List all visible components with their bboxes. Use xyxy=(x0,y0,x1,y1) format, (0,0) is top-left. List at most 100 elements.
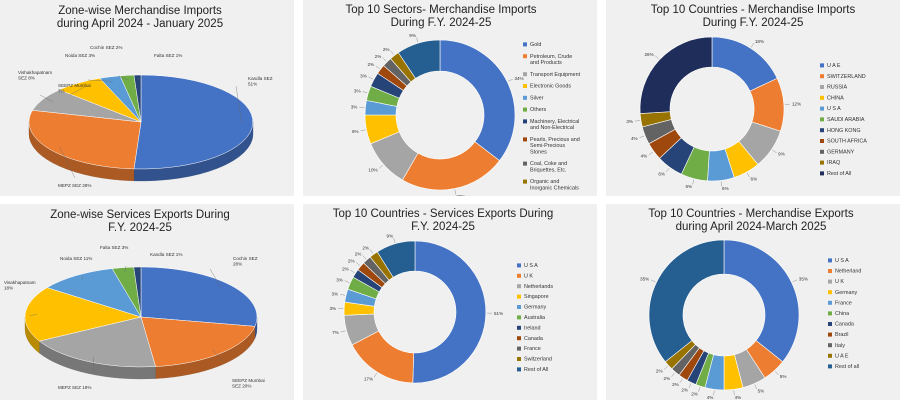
slice-u-s-a xyxy=(412,240,487,384)
legend-swatch-rest-of-all xyxy=(820,171,824,176)
legend-entry-russia: RUSSIA xyxy=(827,85,847,91)
data-label-others: 3% xyxy=(354,89,361,94)
legend-entry-switzerland: SWITZERLAND xyxy=(827,74,866,80)
leader-line-machinery-electrical-and-non-electrical xyxy=(368,76,374,80)
legend-swatch-canada xyxy=(517,336,521,341)
data-label-germany: 3% xyxy=(331,291,338,296)
slice-rest-of-all xyxy=(397,39,441,79)
leader-line-ireland xyxy=(350,269,355,273)
leader-line-falta-sez xyxy=(137,75,145,80)
data-label-seepz-mumbai-sez: SEEPZ Mumbai xyxy=(232,378,265,383)
legend-entry-rest-of-all: Rest of All xyxy=(827,171,851,177)
legend-entry-u-s-a: U S A xyxy=(835,258,849,264)
legend-entry-france: France xyxy=(835,300,852,306)
data-label-italy: 2% xyxy=(664,376,671,381)
data-label-visakhapatnam: Visakhapatnam xyxy=(4,280,36,285)
slice-gold xyxy=(439,39,516,162)
legend-entry-gold: Gold xyxy=(530,42,541,48)
data-label-u-k: 17% xyxy=(364,377,373,382)
data-label-ireland: 2% xyxy=(342,267,349,272)
legend-swatch-machinery-electrical-and-non-electrical xyxy=(523,119,527,124)
legend-entry-australia: Australia xyxy=(524,315,545,321)
legend-swatch-russia xyxy=(820,85,824,89)
legend-swatch-australia xyxy=(517,315,521,320)
data-label-organic-and-inorganic-chemicals: 2% xyxy=(383,47,390,52)
leader-line-brazil xyxy=(679,378,683,383)
leader-line-seepz-mumbai-sez xyxy=(212,349,225,363)
data-label-falta-sez: Falta SEZ 3% xyxy=(100,245,128,250)
chart-panel-countries-services-exports: Top 10 Countries - Services Exports Duri… xyxy=(303,204,597,400)
chart-title-line: Top 10 Sectors- Merchandise Imports xyxy=(345,4,536,16)
legend-entry-u-s-a: U S A xyxy=(827,106,841,112)
leader-line-u-a-e xyxy=(750,43,754,48)
leader-line-china xyxy=(746,172,750,178)
legend-entry-transport-equipment: Transport Equipment xyxy=(530,72,581,78)
chart-panel-sectors-merch-imports: Top 10 Sectors- Merchandise Imports Durin… xyxy=(303,0,597,196)
slice-rest-of-all xyxy=(376,240,416,278)
slice-cochin-sez xyxy=(140,266,258,327)
chart-title-line: F.Y. 2024-25 xyxy=(411,221,475,233)
leader-line-cochin-sez xyxy=(117,75,129,81)
leader-line-rest-of-all xyxy=(393,237,396,243)
data-label-rest-of-all: 26% xyxy=(644,52,653,57)
legend-entry-netherlands: Netherlands xyxy=(524,284,553,290)
leader-line-transport-equipment xyxy=(378,164,383,169)
legend-entry-hong-kong: HONG KONG xyxy=(827,128,861,134)
legend-entry-brazil: Brazil xyxy=(835,332,848,338)
data-label-kandla-sez: Kandla SEZ 1% xyxy=(150,252,182,257)
chart-title-line: Zone-wise Merchandise Imports xyxy=(58,5,222,17)
legend-swatch-rest-of-all xyxy=(517,367,521,372)
chart-title-line: Top 10 Countries - Services Exports Duri… xyxy=(333,208,554,220)
leader-line-electronic-goods xyxy=(360,129,366,131)
legend-entry-u-a-e: U A E xyxy=(827,63,841,69)
slice-seepz-mumbai-sez xyxy=(140,316,256,367)
slice-visakhapatnam xyxy=(24,287,142,342)
chart-title-line: during April 2024 - January 2025 xyxy=(57,18,223,30)
legend-entry-u-a-e: U A E xyxy=(835,353,849,359)
legend-entry-pearls-precious-and-semi-precious-stones: Semi-Precious xyxy=(530,143,565,149)
leader-line-rest-of-all xyxy=(655,55,659,60)
legend-swatch-china xyxy=(828,311,832,316)
leader-line-south-africa xyxy=(648,151,654,156)
slice-mepz-sez xyxy=(38,316,156,368)
legend-swatch-netherland xyxy=(828,269,832,273)
data-label-rest-of-all: 35% xyxy=(640,277,649,282)
legend-swatch-electronic-goods xyxy=(523,84,527,88)
legend-entry-france: France xyxy=(524,346,541,352)
slice-u-s-a xyxy=(723,239,800,363)
legend-entry-germany: GERMANY xyxy=(827,149,855,155)
chart-panel-zone-services-exports: Zone-wise Services Exports During F.Y. 20… xyxy=(0,204,294,400)
legend-swatch-u-s-a xyxy=(517,263,521,268)
data-label-machinery-electrical-and-non-electrical: 3% xyxy=(360,73,367,78)
legend-swatch-petroleum-crude-and-products xyxy=(523,54,527,59)
data-label-brazil: 2% xyxy=(672,382,679,387)
data-label-u-a-e: 18% xyxy=(755,39,764,44)
data-label-rest-of-all: 9% xyxy=(387,234,394,239)
data-label-iraq: 3% xyxy=(626,119,633,124)
slice-noida-sez xyxy=(46,268,142,318)
data-label-canada: 2% xyxy=(348,259,355,264)
legend-entry-organic-and-inorganic-chemicals: Inorganic Chemicals xyxy=(530,185,579,191)
data-label-noida-sez: Noida SEZ 3% xyxy=(65,53,95,58)
data-label-kandla-sez: Kandla SEZ xyxy=(248,76,273,81)
legend-swatch-iraq xyxy=(820,160,824,165)
leader-line-others xyxy=(362,91,368,94)
legend-swatch-netherlands xyxy=(517,284,521,289)
data-label-hong-kong: 6% xyxy=(658,171,665,176)
leader-line-netherlands xyxy=(340,330,346,333)
legend-entry-south-africa: SOUTH AFRICA xyxy=(827,139,867,145)
leader-line-falta-sez xyxy=(124,265,127,273)
data-label-rest-of-all: 9% xyxy=(409,33,416,38)
legend-swatch-germany xyxy=(828,290,832,295)
chart-title-line: F.Y. 2024-25 xyxy=(108,222,172,234)
leader-line-u-a-e xyxy=(663,365,668,370)
data-label-vishakhapatnam-sez: Vishakhapatnam xyxy=(18,70,52,75)
legend-swatch-france xyxy=(517,346,521,351)
data-label-petroleum-crude-and-products: 22% xyxy=(456,194,465,196)
legend-swatch-organic-and-inorganic-chemicals xyxy=(523,179,527,184)
legend-entry-germany: Germany xyxy=(524,305,546,311)
leader-line-china xyxy=(698,387,701,392)
data-label-saudi-arabia: 6% xyxy=(685,184,692,189)
data-label-switzerland: 12% xyxy=(792,102,801,107)
data-label-france: 2% xyxy=(355,252,362,257)
